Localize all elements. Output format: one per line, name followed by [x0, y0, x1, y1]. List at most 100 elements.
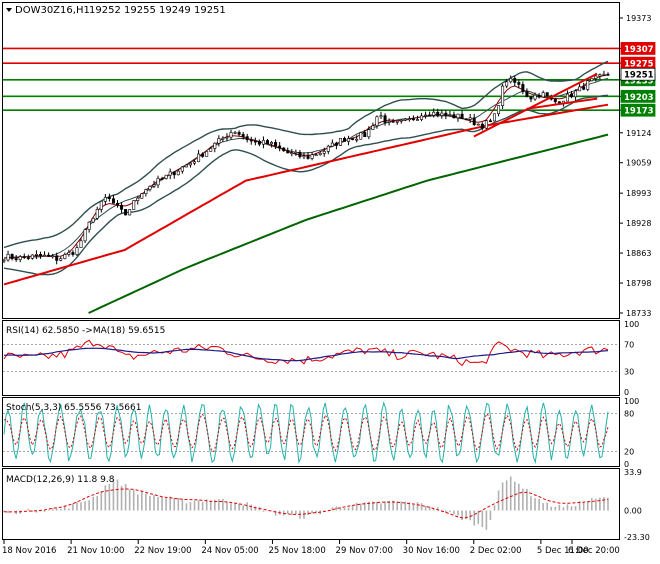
bollinger-middle — [3, 77, 609, 259]
candle-body — [456, 113, 460, 119]
candle — [209, 146, 213, 152]
rsi-ma-line — [3, 347, 609, 362]
candle-body — [492, 113, 496, 122]
candle-body — [367, 129, 371, 138]
macd-label: MACD(12,26,9) 11.8 9.8 — [6, 475, 115, 485]
candle — [67, 249, 71, 257]
stoch-tick-label: 100 — [624, 397, 639, 406]
candle-body — [359, 132, 363, 140]
candle — [95, 206, 99, 221]
candle-body — [136, 197, 140, 201]
candle — [521, 81, 525, 95]
candle — [456, 113, 460, 122]
y-tick-label: 18863 — [626, 249, 651, 258]
candle-body — [201, 153, 205, 157]
candle — [107, 193, 111, 202]
stoch-main-line — [3, 401, 609, 465]
y-tick-label: 19124 — [626, 129, 651, 138]
dropdown-arrow-icon[interactable] — [6, 8, 12, 12]
candle — [278, 141, 282, 152]
candle-body — [87, 221, 91, 230]
candle — [79, 237, 83, 248]
candle — [294, 149, 298, 156]
candle-body — [34, 254, 38, 256]
candle — [525, 88, 529, 98]
candle — [484, 120, 488, 130]
candle-body — [310, 154, 314, 159]
candle-body — [468, 117, 472, 120]
candle — [464, 118, 468, 121]
y-tick-label: 18928 — [626, 219, 651, 228]
candle — [156, 175, 160, 189]
price-panel — [2, 2, 620, 319]
candle-body — [152, 184, 156, 187]
candle-body — [472, 117, 476, 125]
candle-body — [18, 256, 22, 260]
candle — [87, 221, 91, 233]
candle-body — [233, 132, 237, 134]
candle — [103, 194, 107, 206]
candle-body — [91, 217, 95, 223]
candle — [10, 253, 14, 261]
candle — [505, 78, 509, 89]
candle-body — [322, 151, 326, 154]
candle — [326, 144, 330, 155]
candle — [436, 108, 440, 118]
candle-body — [51, 255, 55, 258]
candle — [237, 130, 241, 137]
candle-body — [188, 162, 192, 166]
candle — [152, 180, 156, 189]
candle — [2, 258, 6, 264]
candle — [578, 83, 582, 92]
candle-body — [38, 254, 42, 256]
candle-body — [245, 136, 249, 141]
candle-body — [440, 112, 444, 116]
candle-body — [415, 119, 419, 121]
x-tick-label: 29 Nov 07:00 — [336, 546, 393, 556]
candle-body — [428, 114, 432, 117]
candle — [225, 133, 229, 142]
candle-body — [124, 209, 128, 216]
candle — [128, 209, 132, 216]
candle — [59, 256, 63, 262]
x-tick-label: 24 Nov 05:00 — [201, 546, 258, 556]
candle-body — [6, 254, 10, 261]
candle-body — [371, 125, 375, 130]
candle-body — [545, 92, 549, 97]
candle — [570, 90, 574, 99]
candle-body — [197, 153, 201, 163]
candle-body — [164, 174, 168, 179]
candle — [415, 115, 419, 121]
candle — [347, 135, 351, 146]
y-tick-label: 18993 — [626, 189, 651, 198]
candle — [472, 113, 476, 126]
candle — [359, 131, 363, 140]
candle — [351, 137, 355, 141]
price-badge-label: 19275 — [624, 60, 654, 70]
candle-body — [221, 137, 225, 140]
candle — [338, 138, 342, 146]
candle — [545, 92, 549, 97]
candle — [282, 147, 286, 152]
price-badge-bg — [620, 103, 656, 117]
candle — [184, 164, 188, 168]
candle-body — [444, 112, 448, 116]
ma-fast-line — [3, 74, 609, 259]
candle — [598, 73, 602, 80]
price-badge-label: 19173 — [624, 107, 654, 117]
candle-body — [270, 142, 274, 145]
candle — [424, 111, 428, 119]
candle-body — [265, 140, 269, 145]
candle — [574, 89, 578, 101]
candle-body — [375, 116, 379, 127]
y-tick-label: 19373 — [626, 14, 651, 23]
candle-body — [476, 123, 480, 126]
candle-body — [172, 171, 176, 176]
candle-body — [347, 138, 351, 142]
y-tick-label: 18798 — [626, 279, 651, 288]
candle — [452, 111, 456, 119]
y-tick-label: 18733 — [626, 309, 651, 318]
stoch-label: Stoch(5,3,3) 65.5556 73.5661 — [6, 403, 141, 413]
stoch-tick-label: 20 — [624, 447, 634, 456]
